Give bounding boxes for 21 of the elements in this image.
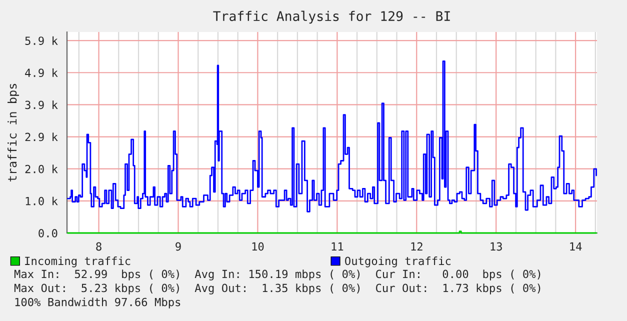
y-tick-label: 4.9 k	[25, 68, 58, 78]
y-tick-label: 1.0 k	[26, 196, 58, 206]
text: Max In: 52.99 bps ( 0%) Avg In: 150.19 mbps ( 0%) Cur In: 0.00 bps ( 0%)	[14, 270, 540, 280]
x-tick-label: 9	[176, 242, 181, 251]
y-tick-label: 5.9 k	[25, 36, 58, 45]
x-tick-label: 12	[411, 242, 422, 251]
y-tick-label: 2.0 k	[25, 164, 58, 174]
legend-label: Incoming traffic	[25, 256, 130, 268]
chart-title: Traffic Analysis for 129 -- BI	[213, 10, 450, 24]
x-tick-label: 13	[490, 242, 502, 251]
y-tick-label: 3.9 k	[25, 100, 58, 110]
y-axis-title: traffic in bps	[8, 84, 19, 182]
y-tick-label: 0.0	[38, 229, 58, 238]
text: 100% Bandwidth 97.66 Mbps	[15, 298, 180, 308]
x-tick-label: 11	[332, 242, 344, 251]
legend-label: Outgoing traffic	[345, 256, 451, 268]
y-tick-label: 2.9 k	[25, 132, 58, 142]
x-tick-label: 14	[570, 242, 582, 251]
x-tick-label: 8	[96, 242, 102, 251]
x-tick-label: 10	[252, 242, 264, 251]
text: Max Out: 5.23 kbps ( 0%) Avg Out: 1.35 kbps ( 0%) Cur Out: 1.73 kbps ( 0%)	[14, 284, 540, 294]
